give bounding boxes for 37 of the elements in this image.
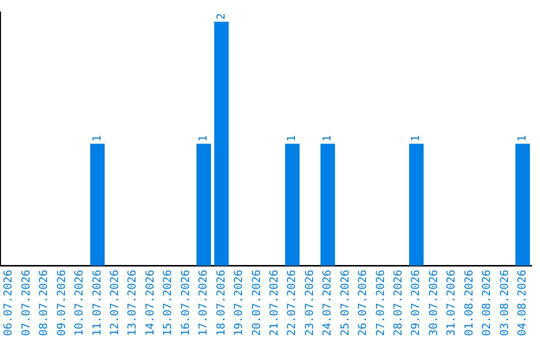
x-tick-label: 30.07.2026	[426, 270, 440, 336]
x-tick-label: 27.07.2026	[374, 270, 387, 336]
x-tick-label: 23.07.2026	[302, 270, 316, 336]
x-tick-label: 13.07.2026	[126, 270, 139, 336]
x-tick-label: 20.07.2026	[250, 270, 263, 336]
x-tick-label: 07.07.2026	[19, 270, 32, 336]
x-tick-label: 04.08.2026	[516, 270, 529, 336]
x-tick-label: 18.07.2026	[214, 270, 228, 336]
x-tick-label: 03.08.2026	[498, 270, 511, 336]
x-tick-label: 31.07.2026	[444, 270, 458, 336]
x-tick-label: 26.07.2026	[356, 270, 370, 336]
data-label: 1	[409, 135, 422, 142]
x-tick-label: 22.07.2026	[285, 270, 298, 336]
x-tick-label: 10.07.2026	[72, 270, 86, 336]
x-tick-label: 21.07.2026	[267, 270, 280, 336]
data-label: 1	[196, 135, 210, 142]
x-tick-label: 08.07.2026	[37, 270, 50, 336]
x-tick-label: 15.07.2026	[161, 270, 174, 336]
data-label: 1	[90, 135, 104, 142]
data-label: 1	[320, 135, 334, 142]
x-tick-label: 02.08.2026	[480, 270, 494, 336]
x-tick-label: 17.07.2026	[196, 270, 210, 336]
x-tick-label: 12.07.2026	[108, 270, 122, 336]
data-label: 1	[285, 135, 298, 142]
x-tick-label: 09.07.2026	[54, 270, 68, 336]
x-tick-label: 24.07.2026	[320, 270, 334, 336]
data-label: 2	[214, 13, 228, 20]
x-tick-label: 14.07.2026	[143, 270, 156, 336]
x-tick-label: 01.08.2026	[462, 270, 476, 336]
x-tick-label: 19.07.2026	[232, 270, 246, 336]
x-tick-label: 29.07.2026	[409, 270, 422, 336]
x-tick-label: 28.07.2026	[392, 270, 405, 336]
x-tick-label: 16.07.2026	[178, 270, 192, 336]
data-label: 1	[516, 135, 529, 142]
x-tick-label: 25.07.2026	[338, 270, 352, 336]
x-tick-label: 06.07.2026	[2, 270, 15, 336]
x-tick-label: 11.07.2026	[90, 270, 104, 336]
